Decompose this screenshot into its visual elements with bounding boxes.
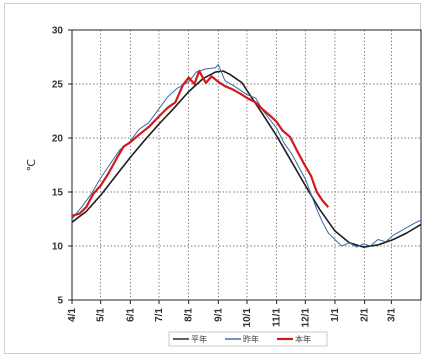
x-tick-label: 5/1 — [96, 308, 107, 322]
y-tick-label: 25 — [52, 80, 64, 91]
y-axis-label: ℃ — [25, 159, 38, 171]
x-tick-label: 12/1 — [300, 308, 311, 328]
legend: 平年 昨年 本年 — [168, 331, 328, 347]
series-layer — [71, 64, 422, 248]
x-tick-label: 9/1 — [213, 308, 224, 322]
x-tick-label: 11/1 — [272, 308, 283, 327]
series-line-3 — [71, 69, 330, 217]
y-axis: 5 10 15 20 25 30 — [52, 26, 72, 307]
x-tick-label: 3/1 — [386, 308, 397, 322]
chart-frame: 5 10 15 20 25 30 4/1 5/1 6/1 7/1 8/1 9/1 10/1 11/1 12… — [4, 3, 422, 354]
y-tick-label: 10 — [52, 242, 64, 253]
legend-box — [168, 331, 328, 347]
legend-label: 本年 — [295, 334, 311, 344]
x-tick-label: 1/1 — [330, 308, 341, 322]
legend-label: 昨年 — [243, 334, 259, 344]
x-axis: 4/1 5/1 6/1 7/1 8/1 9/1 10/1 11/1 12/1 1/1 2/1 3/1 — [67, 300, 397, 327]
y-tick-label: 30 — [52, 26, 64, 37]
grid-lines — [72, 30, 421, 300]
y-tick-label: 20 — [52, 134, 64, 145]
x-tick-label: 8/1 — [184, 308, 195, 322]
x-tick-label: 7/1 — [154, 308, 165, 322]
temperature-line-chart: 5 10 15 20 25 30 4/1 5/1 6/1 7/1 8/1 9/1 10/1 11/1 12… — [25, 26, 422, 347]
x-tick-label: 2/1 — [360, 308, 371, 322]
x-tick-label: 6/1 — [125, 308, 136, 322]
x-tick-label: 10/1 — [242, 308, 253, 328]
legend-label: 平年 — [191, 334, 207, 344]
y-tick-label: 5 — [57, 296, 63, 307]
x-tick-label: 4/1 — [67, 308, 78, 322]
y-tick-label: 15 — [52, 188, 64, 199]
